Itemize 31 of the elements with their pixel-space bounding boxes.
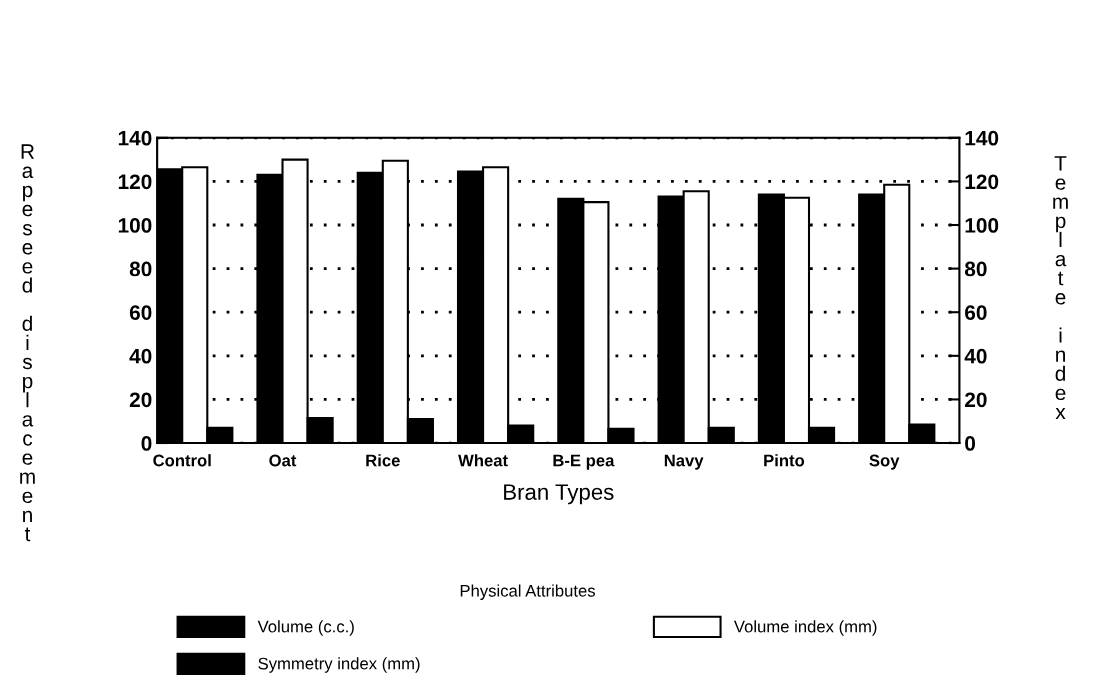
y-tick-label: 20 [129, 392, 152, 408]
x-tick-label: Pinto [764, 454, 805, 467]
y2-tick-label: 80 [964, 261, 987, 277]
x-tick-label: Soy [869, 454, 900, 470]
x-tick-label: Rice [366, 454, 400, 467]
y-tick-label: 140 [118, 130, 152, 146]
legend-label: Volume index (mm) [733, 620, 877, 636]
x-tick-label: Oat [269, 454, 297, 467]
y-tick-label: 40 [129, 348, 152, 364]
y2-tick-label: 140 [965, 130, 999, 146]
y-tick-label: 100 [118, 218, 152, 233]
y-tick-label: 120 [118, 174, 152, 190]
y2-tick-label: 100 [965, 218, 999, 233]
y2-tick-label: 120 [965, 174, 999, 190]
x-axis-title: Bran Types [504, 484, 614, 505]
x-tick-label: Wheat [458, 454, 508, 467]
x-tick-label: Control [153, 454, 211, 467]
y2-tick-label: 0 [965, 436, 976, 451]
legend-label: Volume (c.c.) [257, 620, 354, 636]
y-tick-label: 60 [129, 305, 152, 320]
text: Rapeseed displacement [20, 144, 35, 542]
y2-tick-label: 20 [965, 392, 987, 408]
y-tick-label: 0 [141, 436, 152, 451]
x-tick-label: B-E pea [553, 454, 615, 470]
y2-tick-label: 60 [965, 305, 987, 320]
text: Template index [1053, 156, 1068, 420]
y-tick-label: 80 [129, 261, 152, 277]
y2-tick-label: 40 [964, 348, 987, 364]
legend-label: Symmetry index (mm) [258, 657, 420, 673]
legend-title: Physical Attributes [460, 584, 596, 600]
x-tick-label: Navy [664, 454, 704, 470]
